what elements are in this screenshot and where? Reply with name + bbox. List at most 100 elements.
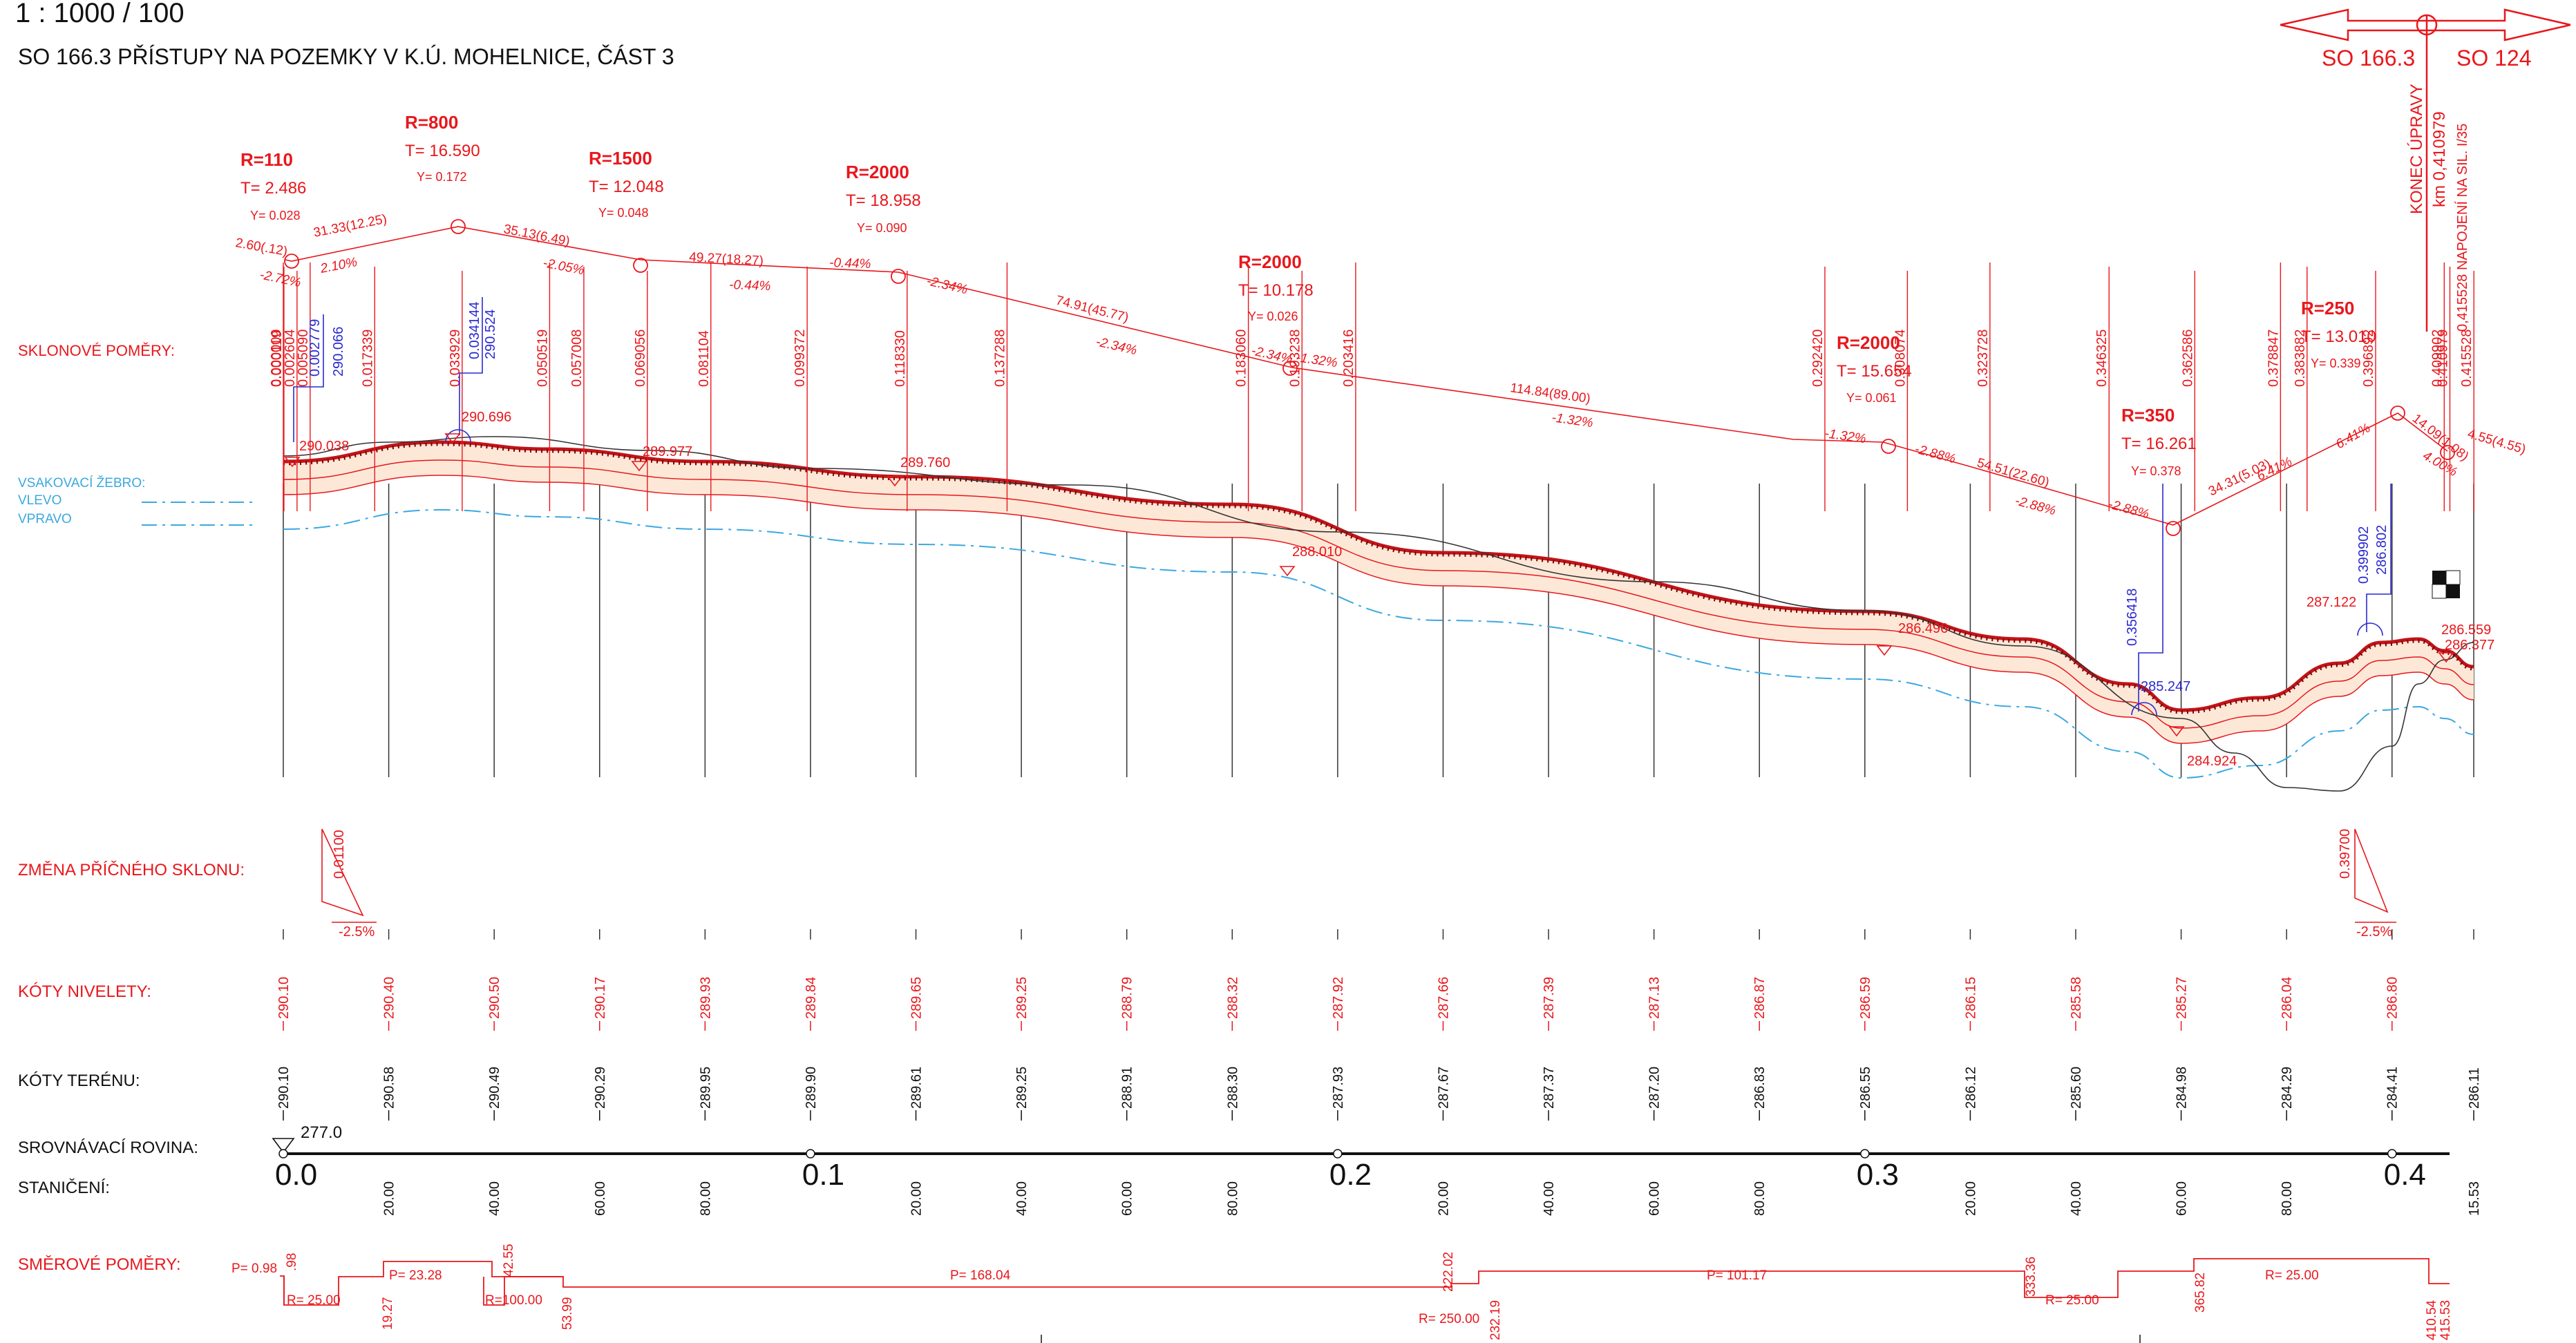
svg-text:232.19: 232.19 bbox=[1488, 1300, 1503, 1340]
grade-level-value: 290.10 bbox=[276, 977, 292, 1019]
svg-text:-1.32%: -1.32% bbox=[1551, 410, 1594, 430]
terrain-level-value: 290.58 bbox=[382, 1067, 397, 1109]
curve-station-label: 0.396892 bbox=[2361, 330, 2376, 387]
terrain-level-value: 284.98 bbox=[2175, 1067, 2190, 1109]
grade-level-value: 287.39 bbox=[1542, 977, 1557, 1019]
grade-level-value: 287.92 bbox=[1331, 977, 1346, 1019]
datum-value: 277.0 bbox=[301, 1123, 342, 1142]
label-datum: SROVNÁVACÍ ROVINA: bbox=[18, 1139, 198, 1157]
curve-station-label: 0.409902 bbox=[2430, 330, 2445, 387]
station-minor-label: 60.00 bbox=[593, 1181, 608, 1216]
svg-text:114.84(89.00): 114.84(89.00) bbox=[1509, 381, 1591, 406]
label-slopes: SKLONOVÉ POMĚRY: bbox=[18, 342, 175, 359]
terrain-level-value: 288.30 bbox=[1225, 1067, 1240, 1109]
terrain-level-value: 289.25 bbox=[1014, 1067, 1030, 1109]
svg-text:R=350: R=350 bbox=[2121, 405, 2175, 426]
svg-text:365.82: 365.82 bbox=[2193, 1273, 2208, 1313]
svg-text:6.41%: 6.41% bbox=[2333, 421, 2373, 452]
object-right-label: SO 124 bbox=[2456, 46, 2532, 70]
station-major-label: 0.4 bbox=[2384, 1158, 2426, 1192]
terrain-level-value: 289.95 bbox=[698, 1067, 713, 1109]
curve-station-label: 0.000000 bbox=[269, 330, 284, 387]
svg-text:286.496: 286.496 bbox=[1898, 621, 1948, 636]
station-major-label: 0.1 bbox=[802, 1158, 844, 1192]
blue-labels: 0.002779 290.066 0.034144 290.524 0.3564… bbox=[307, 302, 2389, 646]
terrain-level-value: 286.11 bbox=[2467, 1067, 2482, 1109]
svg-text:T= 16.261: T= 16.261 bbox=[2121, 435, 2197, 453]
svg-text:R= 250.00: R= 250.00 bbox=[1419, 1312, 1479, 1326]
station-minor-label: 80.00 bbox=[1225, 1181, 1240, 1216]
svg-text:R=1500: R=1500 bbox=[589, 148, 652, 169]
svg-text:-2.5%: -2.5% bbox=[2356, 924, 2392, 940]
grade-line-hatch bbox=[283, 442, 2474, 714]
svg-text:R=250: R=250 bbox=[2301, 298, 2354, 318]
svg-text:286.802: 286.802 bbox=[2374, 525, 2389, 575]
svg-text:0.399902: 0.399902 bbox=[2356, 526, 2371, 584]
svg-text:290.066: 290.066 bbox=[331, 327, 346, 377]
terrain-level-value: 284.29 bbox=[2280, 1067, 2295, 1109]
svg-text:T= 15.654: T= 15.654 bbox=[1837, 362, 1912, 381]
terrain-level-value: 284.41 bbox=[2385, 1067, 2400, 1109]
grade-level-value: 286.15 bbox=[1963, 977, 1978, 1019]
svg-text:-2.5%: -2.5% bbox=[339, 924, 375, 940]
terrain-level-value: 287.20 bbox=[1647, 1067, 1663, 1109]
curve-station-label: 0.410979 bbox=[2436, 330, 2451, 387]
terrain-level-value: 286.12 bbox=[1963, 1067, 1978, 1109]
svg-text:-2.88%: -2.88% bbox=[2014, 494, 2058, 519]
curve-station-label: 0.050519 bbox=[535, 330, 550, 387]
grade-level-value: 287.66 bbox=[1436, 977, 1451, 1019]
curve-station-label: 0.193238 bbox=[1287, 330, 1303, 387]
terrain-level-value: 289.61 bbox=[909, 1067, 925, 1109]
station-major-marker bbox=[2387, 1149, 2397, 1159]
svg-text:49.27(18.27): 49.27(18.27) bbox=[689, 250, 764, 269]
point-elevations: 290.038 290.696 289.977 289.760 288.010 … bbox=[299, 410, 2494, 769]
station-minor-label: 20.00 bbox=[1436, 1181, 1451, 1216]
svg-text:290.524: 290.524 bbox=[483, 309, 498, 359]
station-gridlines bbox=[283, 484, 2474, 940]
grade-line bbox=[283, 440, 2474, 712]
curve-station-label: 0.017339 bbox=[360, 330, 375, 387]
svg-text:285.247: 285.247 bbox=[2141, 679, 2190, 694]
svg-text:P= 0.98: P= 0.98 bbox=[231, 1261, 277, 1276]
cross-slope-markers bbox=[321, 828, 2396, 923]
grade-level-value: 289.93 bbox=[698, 977, 713, 1019]
svg-text:289.977: 289.977 bbox=[643, 444, 692, 459]
end-marker bbox=[2432, 570, 2461, 599]
svg-text:53.99: 53.99 bbox=[560, 1297, 575, 1330]
svg-text:42.55: 42.55 bbox=[502, 1244, 516, 1277]
svg-text:T= 12.048: T= 12.048 bbox=[589, 178, 664, 196]
svg-text:-2.34%: -2.34% bbox=[1095, 334, 1138, 358]
station-minor-label: 40.00 bbox=[487, 1181, 502, 1216]
grade-level-value: 289.25 bbox=[1014, 977, 1030, 1019]
svg-text:286.559: 286.559 bbox=[2441, 622, 2491, 638]
label-drain: VSAKOVACÍ ŽEBRO: bbox=[18, 475, 145, 490]
subgrade-line bbox=[283, 459, 2474, 729]
svg-text:Y= 0.172: Y= 0.172 bbox=[417, 170, 467, 184]
label-drain-right: VPRAVO bbox=[18, 512, 72, 526]
curve-station-label: 0.323728 bbox=[1976, 330, 1991, 387]
svg-text:P= 168.04: P= 168.04 bbox=[950, 1268, 1011, 1283]
svg-text:R=110: R=110 bbox=[240, 149, 293, 170]
svg-text:R=2000: R=2000 bbox=[1238, 251, 1302, 272]
svg-text:54.51(22.60): 54.51(22.60) bbox=[1976, 456, 2051, 490]
terrain-level-value: 287.93 bbox=[1331, 1067, 1346, 1109]
svg-text:0.034144: 0.034144 bbox=[467, 302, 482, 359]
end-note-1: KONEC ÚPRAVY bbox=[2407, 84, 2426, 214]
subbase-line bbox=[283, 475, 2474, 744]
station-major-marker bbox=[806, 1149, 815, 1159]
curve-station-label: 0.183060 bbox=[1234, 330, 1249, 387]
curve-station-label: 0.383882 bbox=[2293, 330, 2308, 387]
svg-text:-0.44%: -0.44% bbox=[729, 278, 771, 294]
curve-station-label: 0.033929 bbox=[448, 330, 463, 387]
svg-text:-1.32%: -1.32% bbox=[1824, 426, 1867, 446]
grade-level-value: 288.79 bbox=[1120, 977, 1135, 1019]
svg-text:R=2000: R=2000 bbox=[846, 162, 909, 182]
curve-station-label: 0.415528 bbox=[2459, 330, 2474, 387]
svg-text:222.02: 222.02 bbox=[1441, 1252, 1456, 1292]
grade-levels-row: 290.10 290.40 290.50 290.17 289.93 289.84 289.… bbox=[276, 977, 2400, 1031]
grade-level-value: 290.17 bbox=[593, 977, 608, 1019]
svg-text:-2.88%: -2.88% bbox=[2107, 497, 2151, 522]
terrain-level-value: 290.10 bbox=[276, 1067, 292, 1109]
datum-triangle bbox=[272, 1138, 295, 1154]
terrain-line bbox=[283, 436, 2474, 792]
